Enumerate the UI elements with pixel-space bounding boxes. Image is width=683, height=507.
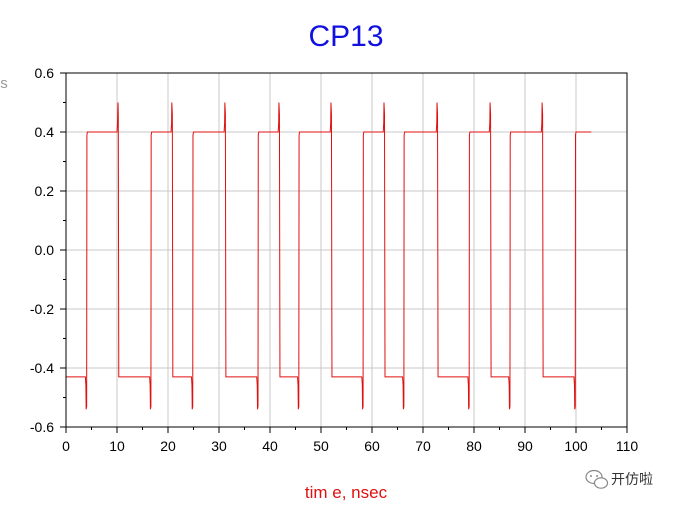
- x-tick-label: 90: [517, 438, 533, 454]
- y-tick-label: 0.2: [35, 183, 55, 199]
- watermark: 开仿啦: [585, 469, 653, 489]
- x-tick-label: 60: [364, 438, 380, 454]
- y-tick-label: -0.6: [30, 419, 54, 435]
- x-axis-label: tim e, nsec: [305, 483, 388, 502]
- x-tick-label: 70: [415, 438, 431, 454]
- chart-title: CP13: [308, 20, 383, 53]
- x-tick-label: 80: [466, 438, 482, 454]
- x-tick-label: 50: [313, 438, 329, 454]
- x-tick-label: 40: [262, 438, 278, 454]
- watermark-text: 开仿啦: [611, 471, 653, 488]
- y-axis-label: s: [0, 75, 8, 92]
- series-group: [66, 102, 592, 410]
- y-tick-label: 0.0: [35, 242, 55, 258]
- y-tick-label: 0.4: [35, 124, 55, 140]
- y-tick-label: -0.2: [30, 301, 54, 317]
- series-line: [66, 102, 592, 410]
- plot-frame: [65, 72, 628, 428]
- x-tick-label: 30: [211, 438, 227, 454]
- y-tick-label: -0.4: [30, 360, 54, 376]
- x-tick-label: 110: [616, 438, 639, 454]
- x-tick-label: 20: [160, 438, 176, 454]
- x-tick-label: 10: [109, 438, 125, 454]
- axis-ticks: 0 10 20 30 40 50 60 70 80 90 100 110 -0.6 -0.4 -0.2 0.0…: [30, 65, 638, 454]
- x-tick-label: 0: [62, 438, 70, 454]
- y-tick-label: 0.6: [35, 65, 55, 81]
- wechat-icon: [585, 469, 609, 489]
- x-tick-label: 100: [564, 438, 588, 454]
